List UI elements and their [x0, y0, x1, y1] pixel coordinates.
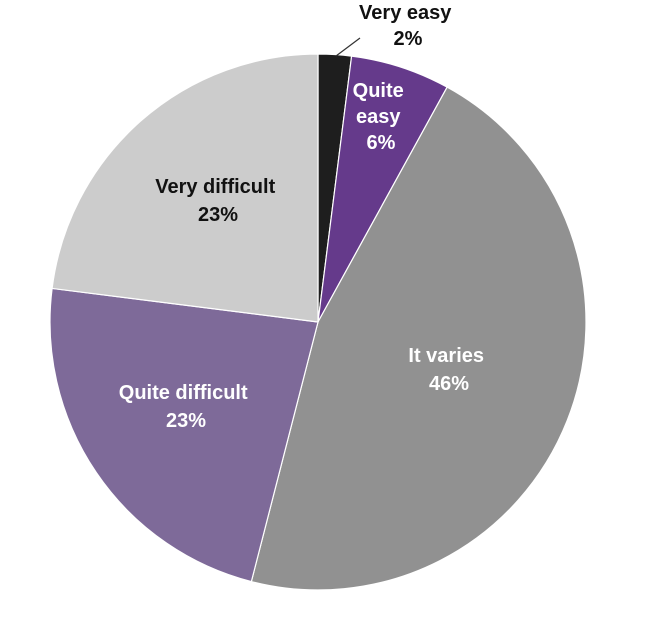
it-varies-label: It varies 46% [408, 345, 489, 395]
very-difficult-label: Very difficult 23% [155, 176, 281, 226]
pie-slice-quite-difficult [49, 287, 319, 583]
pie-slice-it-varies [250, 86, 587, 591]
quite-difficult-label: Quite difficult 23% [119, 382, 253, 432]
very-easy-label: Very easy 2% [359, 2, 457, 50]
very-easy-leader-line [335, 37, 361, 57]
quite-easy-label: Quite easy 6% [353, 80, 410, 154]
quite-easy-label-line2: easy [356, 106, 401, 128]
quite-easy-label-line1: Quite [353, 80, 404, 102]
slice-labels: Very easy 2% Quite easy 6% It varies 46%… [119, 2, 489, 432]
pie-slice-very-difficult [51, 53, 319, 323]
pie-slices [49, 53, 587, 591]
